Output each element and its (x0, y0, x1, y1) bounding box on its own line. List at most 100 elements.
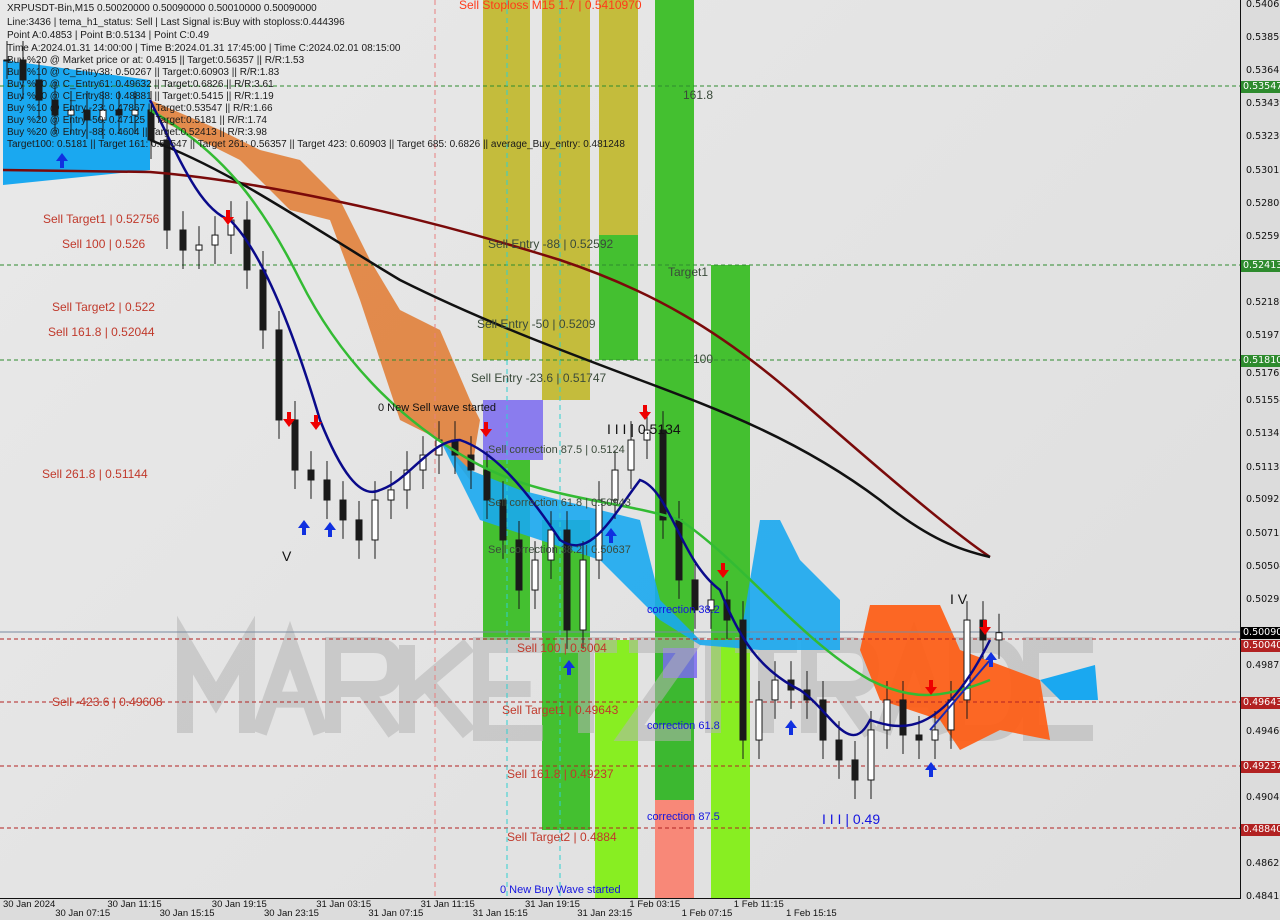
chart-area[interactable]: XRPUSDT-Bin,M15 0.50020000 0.50090000 0.… (0, 0, 1240, 898)
candle (931, 729, 939, 741)
wave-iv-label: I V (950, 591, 968, 607)
new-buy-wave-label: 0 New Buy Wave started (500, 884, 621, 896)
candle (67, 109, 75, 116)
price-tick-label: 0.51554 (1246, 395, 1280, 407)
candle (355, 519, 363, 541)
buy-arrow-icon (298, 520, 310, 535)
time-tick-label: 31 Jan 11:15 (420, 899, 475, 910)
watermark-letter (555, 637, 617, 733)
candle (755, 699, 763, 741)
price-level-tag: 0.49237 (1241, 761, 1280, 774)
time-tick-label: 1 Feb 11:15 (733, 899, 784, 910)
cloud-orange (150, 100, 480, 480)
buy-arrow-icon (785, 720, 797, 735)
candle (835, 739, 843, 761)
header-buy-e88: Buy %20 @ Entry -88: 0.4604 || Target:0.… (7, 127, 267, 138)
sell-arrow-icon (283, 412, 295, 427)
price-tick-label: 0.51345 (1246, 428, 1280, 440)
candle (547, 529, 555, 561)
header-status: Line:3436 | tema_h1_status: Sell | Last … (7, 17, 345, 28)
time-tick-label: 30 Jan 07:15 (55, 908, 111, 919)
header-buy-c38: Buy %10 @ C_Entry38: 0.50267 || Target:0… (7, 67, 280, 78)
candle (515, 539, 523, 591)
price-tick-label: 0.50712 (1246, 528, 1280, 540)
watermark-letter (177, 615, 255, 733)
price-tick-label: 0.52806 (1246, 197, 1280, 209)
time-tick-label: 30 Jan 19:15 (211, 899, 267, 910)
price-tick-label: 0.50295 (1246, 594, 1280, 606)
candle (323, 479, 331, 501)
watermark-letter (399, 638, 476, 739)
candle (211, 234, 219, 246)
correction-875-label: correction 87.5 (647, 811, 720, 823)
wave-v-label: V (282, 548, 292, 564)
price-tick-label: 0.53015 (1246, 164, 1280, 176)
candle (659, 429, 667, 521)
point-b-label: I I I | 0.5134 (607, 421, 681, 437)
current-price-tag: 0.50090 (1241, 626, 1280, 639)
candle (883, 699, 891, 731)
horizontal-levels (0, 0, 1240, 898)
header-buy-c61: Buy %10 @ C_Entry61: 0.49632 || Target:0… (7, 79, 274, 90)
sell-entry-88-label: Sell Entry -88 | 0.52592 (488, 237, 614, 251)
sell-stoploss-label: Sell Stoploss M15 1.7 | 0.5410970 (459, 0, 642, 12)
price-tick-label: 0.53439 (1246, 97, 1280, 109)
sell-arrow-icon (222, 210, 234, 225)
price-tick-label: 0.51971 (1246, 329, 1280, 341)
candle (611, 469, 619, 501)
cloud-orange (860, 605, 1050, 750)
sell-arrow-icon (925, 680, 937, 695)
sell-arrow-icon (717, 563, 729, 578)
candle (995, 632, 1003, 641)
sell-target2-label: Sell Target2 | 0.522 (52, 300, 155, 314)
header-buy-e23: Buy %10 @ Entry -23: 0.47867 || Target:0… (7, 103, 273, 114)
price-level-tag: 0.51810 (1241, 355, 1280, 368)
price-level-tag: 0.52413 (1241, 259, 1280, 272)
time-tick-label: 30 Jan 11:15 (107, 899, 162, 910)
price-tick-label: 0.50504 (1246, 561, 1280, 573)
candle (179, 229, 187, 251)
sell-261-label: Sell 261.8 | 0.51144 (42, 467, 148, 481)
price-tick-label: 0.54065 (1246, 0, 1280, 10)
candle (195, 244, 203, 251)
sell-423-label: Sell -423.6 | 0.49608 (52, 695, 163, 709)
fib-100-label: 100 (693, 352, 714, 366)
candle (483, 469, 491, 501)
time-tick-label: 31 Jan 19:15 (525, 899, 580, 910)
ma-mid (149, 108, 991, 697)
watermark-letter (613, 637, 707, 741)
candle (307, 469, 315, 481)
price-tick-label: 0.53856 (1246, 32, 1280, 43)
price-tick-label: 0.51136 (1246, 461, 1280, 473)
sell-correction-618-label: Sell correction 61.8 | 0.50943 (488, 497, 631, 509)
watermark-letter (473, 637, 543, 741)
watermark-letter (251, 620, 329, 736)
time-tick-label: 30 Jan 15:15 (159, 908, 215, 919)
buy-arrow-icon (605, 528, 617, 543)
buy-arrow-icon (324, 522, 336, 537)
candle (99, 109, 107, 121)
sell-100-b-label: Sell 100 | 0.5004 (517, 641, 607, 655)
candle (115, 109, 123, 116)
candle (819, 699, 827, 741)
zone-green (599, 235, 638, 360)
sell-161-b-label: Sell 161.8 | 0.49237 (507, 767, 614, 781)
sell-target1-label: Sell Target1 | 0.52756 (43, 212, 160, 226)
buy-arrow-icon (925, 762, 937, 777)
chart-svg (0, 0, 1240, 898)
candle (275, 329, 283, 421)
buy-arrow-icon (985, 652, 997, 667)
sell-arrow-icon (639, 405, 651, 420)
ma-fast (148, 99, 992, 737)
zone-green (711, 265, 750, 640)
candle (499, 499, 507, 541)
price-level-tag: 0.53547 (1241, 80, 1280, 93)
candle (851, 759, 859, 781)
zone-lime (595, 640, 638, 898)
candle (3, 59, 11, 62)
candle (627, 439, 635, 471)
ma-slowest (2, 168, 991, 559)
candle (131, 109, 139, 116)
candle (35, 79, 43, 101)
